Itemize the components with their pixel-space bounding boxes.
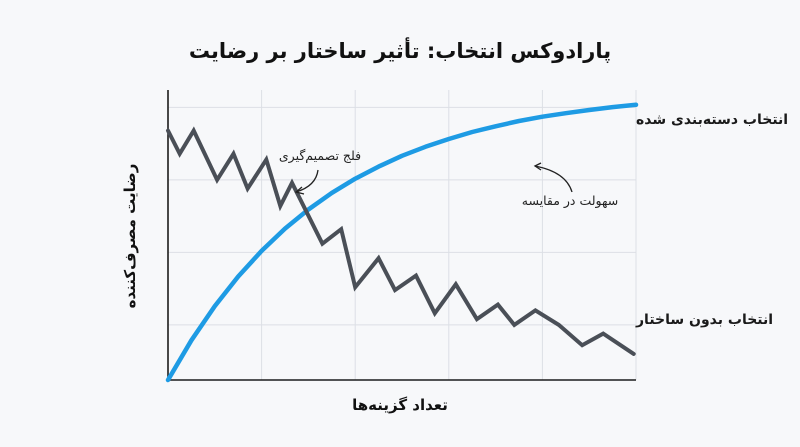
y-axis-label: رضایت مصرف‌کننده — [121, 164, 139, 309]
annotation-arrow-decision-paralysis — [295, 169, 319, 193]
chart-title: پارادوکس انتخاب: تأثیر ساختار بر رضایت — [189, 36, 611, 63]
series-label-unstructured: انتخاب بدون ساختار — [635, 312, 773, 328]
series-line-unstructured — [166, 126, 636, 356]
annotation-arrowhead-decision-paralysis — [294, 186, 305, 195]
annotation-ease-of-comparison: سهولت در مقایسه — [522, 193, 618, 209]
series-group — [165, 102, 639, 383]
annotation-decision-paralysis: فلج تصمیم‌گیری — [279, 148, 361, 164]
series-line-structured — [165, 102, 639, 383]
x-axis-label: تعداد گزینه‌ها — [352, 396, 448, 414]
axes — [167, 90, 636, 381]
annotation-arrow-ease-of-comparison — [534, 165, 573, 193]
series-label-structured: انتخاب دسته‌بندی شده — [636, 112, 788, 128]
annotation-arrowhead-ease-of-comparison — [533, 162, 542, 171]
grid — [168, 90, 637, 380]
